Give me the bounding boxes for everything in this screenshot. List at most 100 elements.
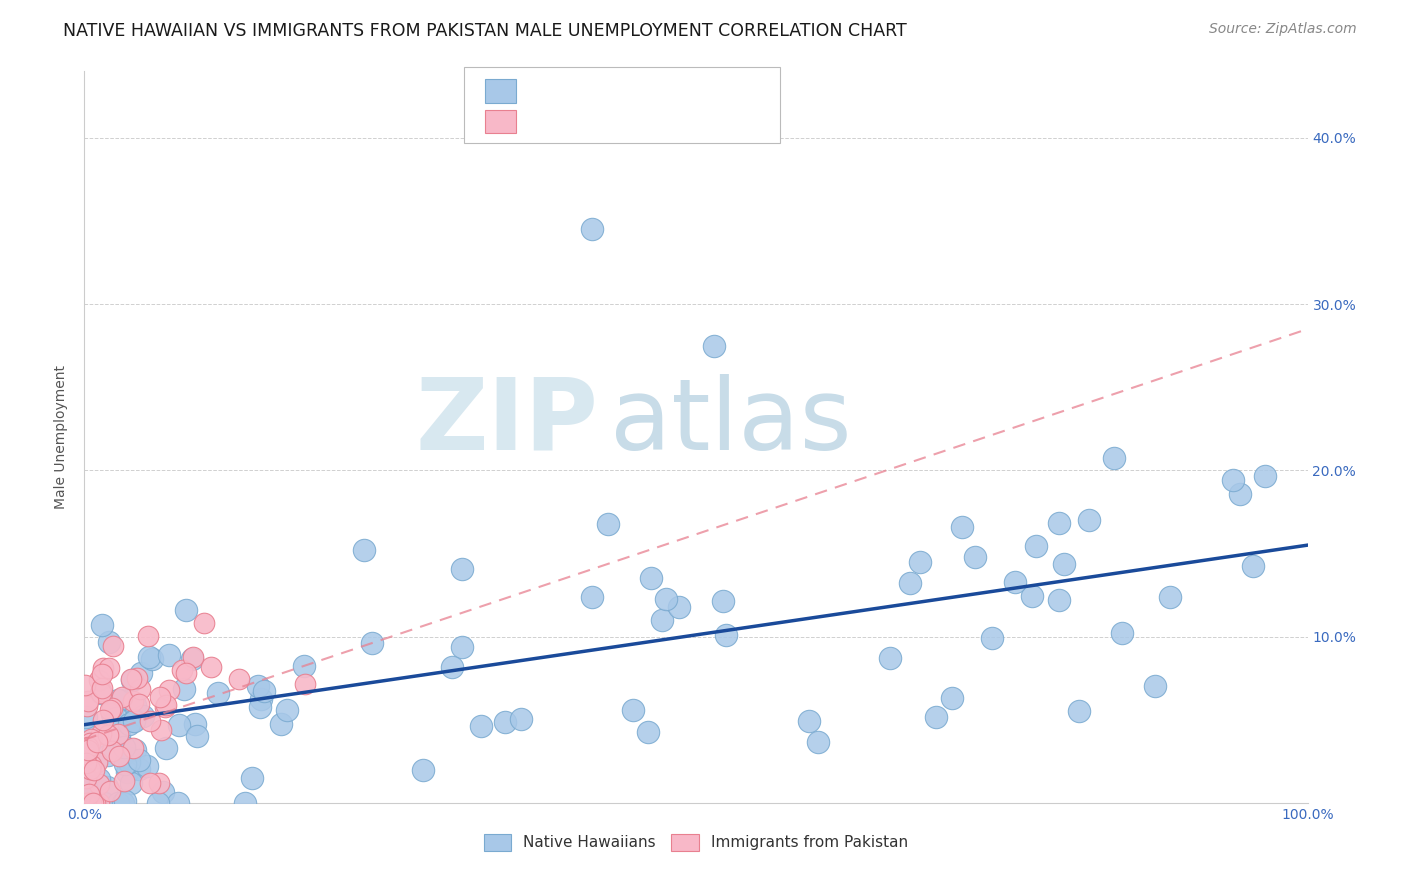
Point [82,796,104,810]
Point [139,714,162,729]
Text: 0.236: 0.236 [558,113,606,128]
Point [149,690,172,704]
Point [96,780,118,795]
Point [80,731,103,746]
Text: NATIVE HAWAIIAN VS IMMIGRANTS FROM PAKISTAN MALE UNEMPLOYMENT CORRELATION CHART: NATIVE HAWAIIAN VS IMMIGRANTS FROM PAKIS… [63,22,907,40]
Point [114,774,136,789]
Point [77,742,100,756]
Point [75,710,97,724]
Point [90,666,112,681]
Point [451,562,474,576]
Point [294,677,316,691]
Point [139,776,162,790]
Point [90,727,112,741]
Point [90,686,112,700]
Point [115,765,138,780]
Point [141,652,163,666]
Point [124,698,146,712]
Point [90,686,112,700]
Point [181,650,204,665]
Point [651,613,673,627]
Point [73,678,96,692]
Point [965,549,987,564]
Point [172,663,194,677]
Point [76,740,98,755]
Point [101,639,124,653]
Point [714,628,737,642]
Point [253,684,276,698]
Point [180,651,202,665]
Point [127,671,149,685]
Point [120,775,142,789]
Point [207,685,229,699]
Point [925,709,948,723]
Point [361,636,384,650]
Point [270,716,292,731]
Point [136,629,159,643]
Point [107,729,129,743]
Point [118,716,141,731]
Point [114,756,136,771]
Point [117,756,139,770]
Point [412,763,434,777]
Point [77,693,100,707]
Point [950,520,973,534]
Point [87,772,110,786]
Text: Source: ZipAtlas.com: Source: ZipAtlas.com [1209,22,1357,37]
Point [703,338,725,352]
Point [980,632,1002,646]
Point [148,776,170,790]
Point [76,698,98,713]
Point [107,727,129,741]
Point [167,718,190,732]
Point [83,796,105,810]
Point [97,661,120,675]
Point [1241,558,1264,573]
Point [79,762,101,776]
Point [186,730,208,744]
Point [1144,679,1167,693]
Point [93,660,115,674]
Point [1047,593,1070,607]
Point [1052,558,1074,572]
Point [184,716,207,731]
Text: 0.317: 0.317 [558,83,606,97]
Point [1229,486,1251,500]
Point [128,697,150,711]
Point [152,785,174,799]
Point [122,714,145,728]
Point [86,756,108,770]
Point [101,707,124,722]
Point [80,796,103,810]
Point [176,666,198,681]
Point [637,725,659,739]
Point [941,690,963,705]
Point [1047,516,1070,531]
Point [75,745,97,759]
Point [249,691,271,706]
Point [75,747,97,761]
Point [1025,539,1047,553]
Point [157,648,180,662]
Point [97,728,120,742]
Point [112,796,135,810]
Point [121,673,143,687]
Point [89,796,111,810]
Point [510,712,533,726]
Point [77,746,100,760]
Point [138,650,160,665]
Point [98,783,121,797]
Point [91,714,114,728]
Point [621,703,644,717]
Point [247,679,270,693]
Point [108,693,131,707]
Point [108,749,131,764]
Point [75,780,97,795]
Text: 108: 108 [657,83,689,97]
Point [93,796,115,810]
Point [91,681,114,696]
Point [581,590,603,604]
Point [79,736,101,750]
Point [98,635,121,649]
Point [1102,450,1125,465]
